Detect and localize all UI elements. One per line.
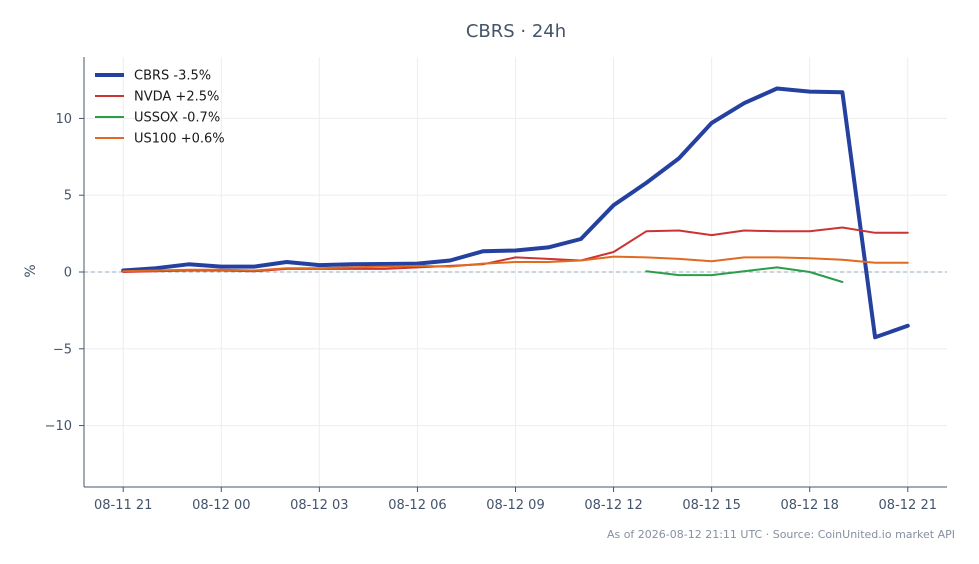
- x-tick-label: 08-12 12: [584, 498, 642, 513]
- legend: CBRS -3.5% NVDA +2.5% USSOX -0.7% US100 +0.…: [95, 69, 225, 147]
- y-axis-ticks: 10 5 0 −5 −10: [45, 112, 84, 434]
- legend-label-1: NVDA +2.5%: [134, 90, 219, 105]
- y-tick-label: 0: [64, 266, 72, 281]
- x-tick-label: 08-12 06: [388, 498, 446, 513]
- x-tick-label: 08-12 21: [879, 498, 937, 513]
- series-line-0: [121, 86, 910, 340]
- x-tick-label: 08-12 09: [486, 498, 544, 513]
- y-tick-label: 10: [55, 112, 72, 127]
- y-tick-label: −5: [53, 342, 72, 357]
- x-tick-label: 08-11 21: [94, 498, 152, 513]
- series-line-2: [645, 266, 844, 283]
- x-tick-label: 08-12 00: [192, 498, 250, 513]
- y-axis-label: %: [23, 264, 39, 277]
- x-tick-label: 08-12 03: [290, 498, 348, 513]
- chart-title: CBRS · 24h: [466, 21, 566, 42]
- y-tick-label: −10: [45, 419, 72, 434]
- x-tick-label: 08-12 15: [682, 498, 740, 513]
- series-line-3: [122, 255, 909, 273]
- legend-label-0: CBRS -3.5%: [134, 69, 211, 84]
- series-lines: [121, 86, 910, 340]
- footer-source: As of 2026-08-12 21:11 UTC · Source: Coi…: [607, 528, 955, 541]
- x-tick-label: 08-12 18: [780, 498, 838, 513]
- legend-label-2: USSOX -0.7%: [134, 111, 220, 126]
- y-tick-label: 5: [64, 189, 72, 204]
- legend-label-3: US100 +0.6%: [134, 132, 225, 147]
- x-axis-ticks: 08-11 21 08-12 00 08-12 03 08-12 06 08-12 09…: [94, 487, 937, 513]
